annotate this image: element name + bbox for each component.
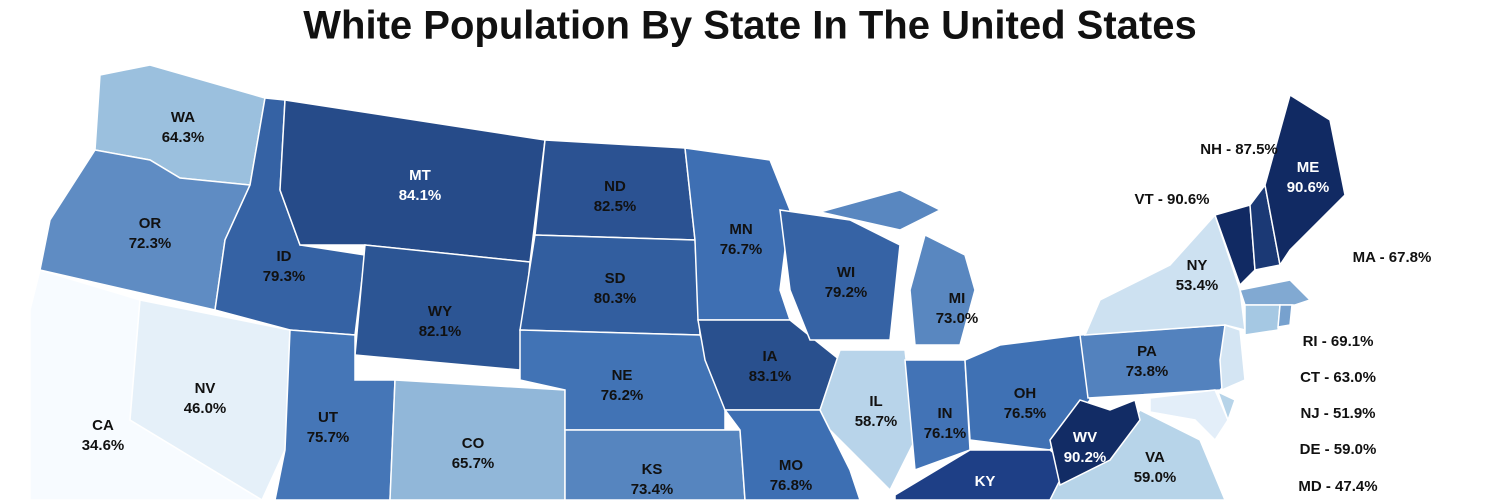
callout-label: MA - 67.8%	[1353, 249, 1432, 266]
state-shape	[1277, 304, 1293, 328]
state-shape	[1244, 304, 1281, 336]
state-value: 65.7%	[452, 455, 495, 472]
state-value: 72.3%	[129, 235, 172, 252]
state-value: 73.4%	[631, 481, 674, 498]
state-shape	[1079, 324, 1241, 399]
state-shape	[819, 349, 916, 492]
title: White Population By State In The United …	[303, 4, 1196, 48]
state-value: 75.7%	[307, 429, 350, 446]
state-abbr: WI	[837, 264, 855, 281]
state-value: 34.6%	[82, 437, 125, 454]
callout-label: DE - 59.0%	[1300, 441, 1377, 458]
state-value: 53.4%	[1176, 277, 1219, 294]
state-shape	[129, 299, 291, 500]
callout-label: RI - 69.1%	[1303, 333, 1374, 350]
state-value: 58.7%	[855, 413, 898, 430]
state-abbr: IN	[938, 405, 953, 422]
state-value: 82.5%	[594, 198, 637, 215]
state-abbr: OH	[1014, 385, 1037, 402]
state-abbr: MI	[949, 290, 966, 307]
state-abbr: NY	[1187, 257, 1208, 274]
state-abbr: MO	[779, 457, 803, 474]
state-value: 73.0%	[936, 310, 979, 327]
state-shape	[564, 429, 746, 500]
state-abbr: IL	[869, 393, 882, 410]
state-abbr: KY	[975, 473, 996, 490]
state-abbr: WA	[171, 109, 195, 126]
state-shape	[909, 233, 976, 346]
callout-label: MD - 47.4%	[1298, 478, 1377, 495]
state-abbr: CO	[462, 435, 485, 452]
callout-label: NJ - 51.9%	[1300, 405, 1375, 422]
state-value: 76.2%	[601, 387, 644, 404]
state-value: 76.1%	[924, 425, 967, 442]
state-abbr: ID	[277, 248, 292, 265]
state-value: 76.8%	[770, 477, 813, 494]
state-abbr: UT	[318, 409, 338, 426]
state-abbr: IA	[763, 348, 778, 365]
state-shape	[684, 147, 792, 321]
state-abbr: WY	[428, 303, 452, 320]
state-value: 73.8%	[1126, 363, 1169, 380]
state-abbr: WV	[1073, 429, 1097, 446]
callout-labels: NH - 87.5% VT - 90.6% MA - 67.8% RI - 69…	[1134, 141, 1431, 495]
state-value: 90.2%	[1064, 449, 1107, 466]
state-shape	[1264, 93, 1346, 267]
state-shape	[1049, 398, 1141, 487]
state-abbr: SD	[605, 270, 626, 287]
state-shape	[779, 209, 901, 341]
states	[29, 64, 1346, 500]
state-shape	[1239, 279, 1312, 306]
state-shape	[1149, 389, 1229, 442]
state-abbr: CA	[92, 417, 114, 434]
state-abbr: MT	[409, 167, 431, 184]
state-shape	[389, 379, 566, 500]
state-value: 79.3%	[263, 268, 306, 285]
state-abbr: KS	[642, 461, 663, 478]
state-abbr: VA	[1145, 449, 1165, 466]
state-shape	[964, 334, 1091, 451]
state-value: 79.2%	[825, 284, 868, 301]
state-shape	[819, 189, 942, 231]
callout-label: VT - 90.6%	[1134, 191, 1209, 208]
state-value: 90.6%	[1287, 179, 1330, 196]
state-value: 64.3%	[162, 129, 205, 146]
state-value: 76.5%	[1004, 405, 1047, 422]
state-value: 82.1%	[419, 323, 462, 340]
state-abbr: MN	[729, 221, 752, 238]
state-shape	[1219, 324, 1246, 392]
state-abbr: NE	[612, 367, 633, 384]
state-value: 84.1%	[399, 187, 442, 204]
callout-label: NH - 87.5%	[1200, 141, 1278, 158]
state-abbr: ND	[604, 178, 626, 195]
state-shape	[1216, 390, 1236, 423]
state-labels: WA 64.3% OR 72.3% CA 34.6% NV 46.0% ID 7…	[82, 109, 1330, 498]
state-value: 59.0%	[1134, 469, 1177, 486]
callout-label: CT - 63.0%	[1300, 369, 1376, 386]
state-value: 83.1%	[749, 368, 792, 385]
state-shape	[1083, 213, 1246, 336]
state-abbr: PA	[1137, 343, 1157, 360]
state-value: 80.3%	[594, 290, 637, 307]
state-abbr: ME	[1297, 159, 1320, 176]
state-abbr: OR	[139, 215, 162, 232]
state-value: 46.0%	[184, 400, 227, 417]
state-abbr: NV	[195, 380, 216, 397]
state-value: 76.7%	[720, 241, 763, 258]
